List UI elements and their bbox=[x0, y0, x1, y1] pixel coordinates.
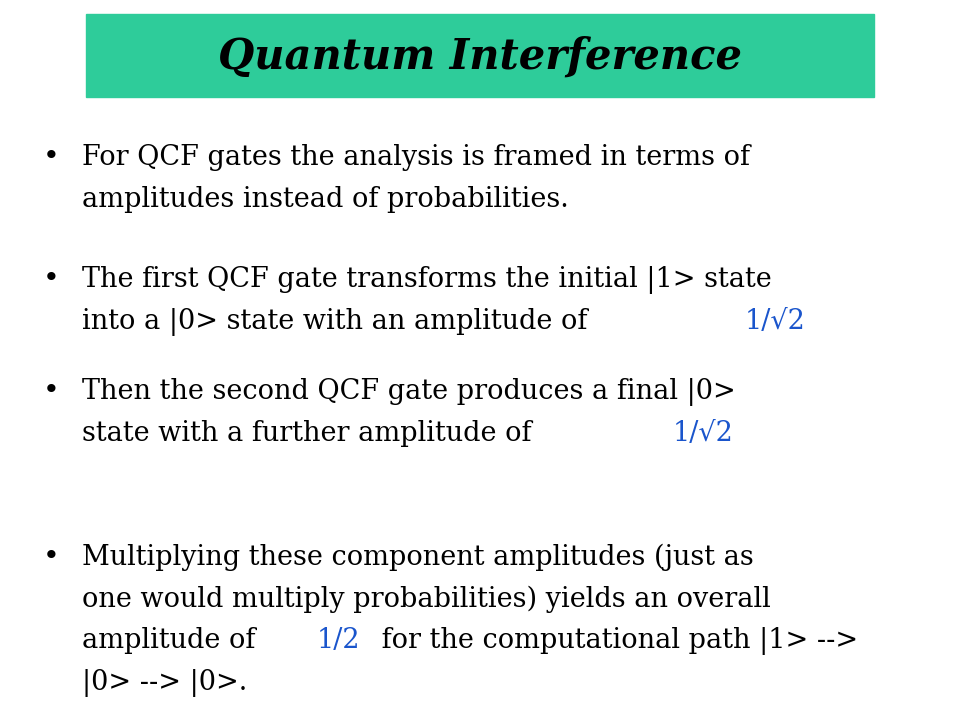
Text: Multiplying these component amplitudes (just as: Multiplying these component amplitudes (… bbox=[82, 544, 754, 571]
Text: Then the second QCF gate produces a final |0>: Then the second QCF gate produces a fina… bbox=[82, 378, 735, 406]
Text: The first QCF gate transforms the initial |1> state: The first QCF gate transforms the initia… bbox=[82, 266, 771, 294]
Text: 1/√2: 1/√2 bbox=[745, 308, 805, 336]
Text: amplitudes instead of probabilities.: amplitudes instead of probabilities. bbox=[82, 186, 568, 213]
Text: •: • bbox=[43, 144, 60, 171]
Text: •: • bbox=[43, 266, 60, 294]
Text: for the computational path |1> -->: for the computational path |1> --> bbox=[372, 627, 857, 655]
FancyBboxPatch shape bbox=[86, 14, 874, 97]
Text: For QCF gates the analysis is framed in terms of: For QCF gates the analysis is framed in … bbox=[82, 144, 750, 171]
Text: into a |0> state with an amplitude of: into a |0> state with an amplitude of bbox=[82, 308, 595, 336]
Text: 1/2: 1/2 bbox=[317, 627, 360, 654]
Text: •: • bbox=[43, 544, 60, 570]
Text: Quantum Interference: Quantum Interference bbox=[218, 35, 742, 77]
Text: state with a further amplitude of: state with a further amplitude of bbox=[82, 420, 540, 446]
Text: one would multiply probabilities) yields an overall: one would multiply probabilities) yields… bbox=[82, 585, 770, 613]
Text: 1/√2: 1/√2 bbox=[673, 420, 733, 446]
Text: •: • bbox=[43, 378, 60, 405]
Text: amplitude of: amplitude of bbox=[82, 627, 264, 654]
Text: |0> --> |0>.: |0> --> |0>. bbox=[82, 669, 247, 697]
